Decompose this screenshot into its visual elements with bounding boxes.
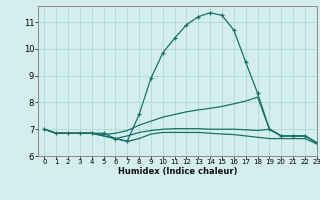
X-axis label: Humidex (Indice chaleur): Humidex (Indice chaleur) [118, 167, 237, 176]
